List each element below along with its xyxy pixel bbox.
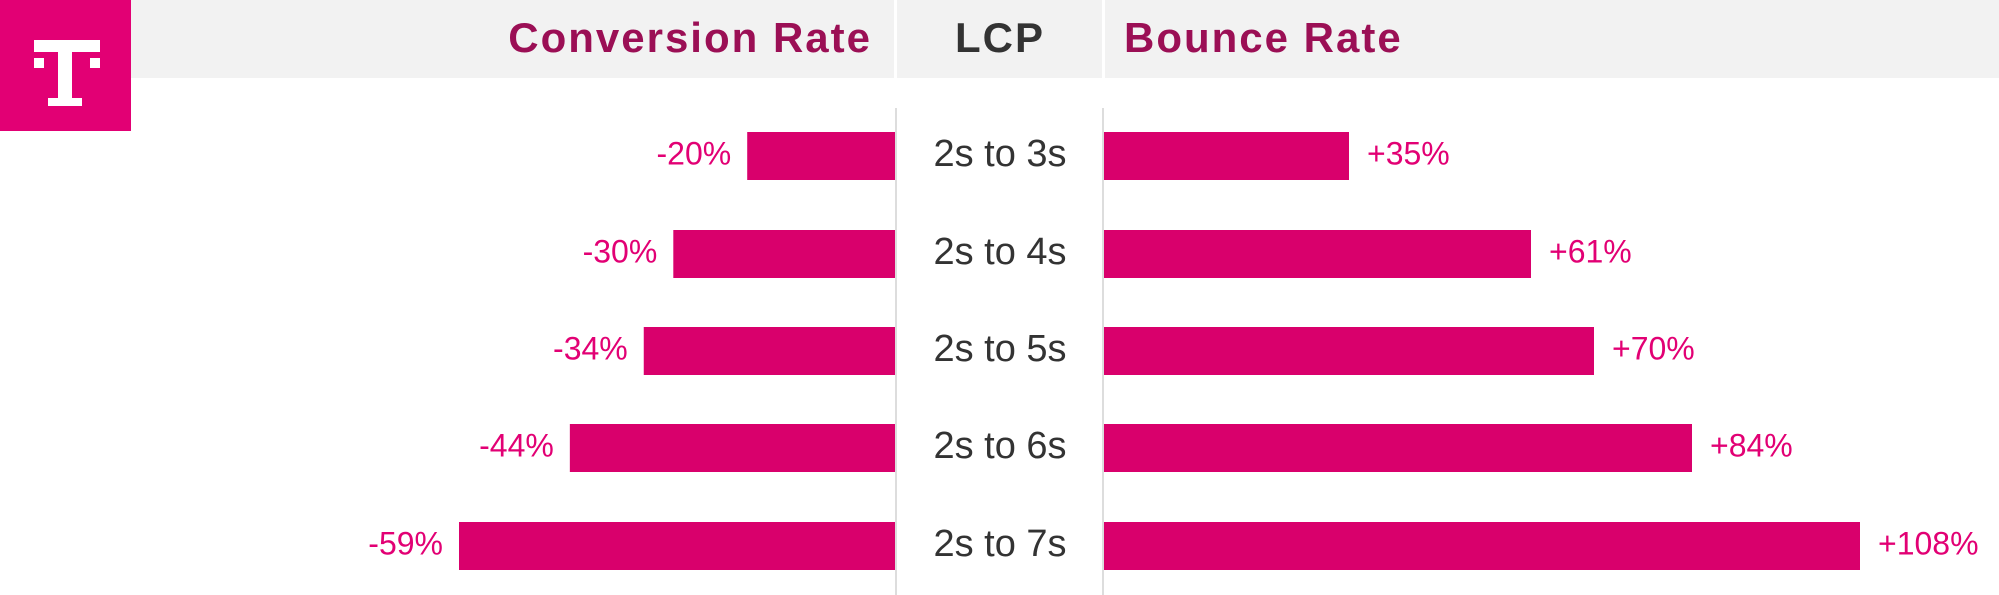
- header-band: [131, 0, 1999, 78]
- bar: [569, 424, 895, 472]
- bar: [1104, 132, 1349, 180]
- value-label: +35%: [1367, 135, 1450, 171]
- bar: [1104, 230, 1531, 278]
- value-label: +84%: [1710, 427, 1793, 463]
- category-label: 2s to 7s: [933, 523, 1066, 565]
- value-label: +61%: [1549, 233, 1632, 269]
- header-gap: [894, 0, 897, 78]
- category-label: 2s to 4s: [933, 231, 1066, 273]
- bar: [1104, 327, 1594, 375]
- value-label: -20%: [657, 135, 732, 171]
- logo-foot: [48, 98, 82, 106]
- value-label: -59%: [368, 525, 443, 561]
- value-label: +108%: [1878, 525, 1979, 561]
- category-label: 2s to 3s: [933, 133, 1066, 175]
- value-label: +70%: [1612, 330, 1695, 366]
- series-title: Conversion Rate: [508, 14, 872, 61]
- bar: [459, 522, 895, 570]
- bar: [1104, 522, 1860, 570]
- bar: [643, 327, 895, 375]
- bar: [747, 132, 895, 180]
- category-label: 2s to 5s: [933, 328, 1066, 370]
- series-title: Bounce Rate: [1124, 14, 1403, 61]
- category-label: 2s to 6s: [933, 425, 1066, 467]
- bar: [1104, 424, 1692, 472]
- logo-dot: [90, 58, 100, 68]
- logo-dot: [34, 58, 44, 68]
- category-title: LCP: [955, 14, 1045, 61]
- logo: [0, 0, 131, 131]
- header-gap: [1102, 0, 1105, 78]
- bar: [673, 230, 895, 278]
- value-label: -30%: [583, 233, 658, 269]
- logo-stem: [58, 40, 72, 106]
- value-label: -34%: [553, 330, 628, 366]
- value-label: -44%: [479, 427, 554, 463]
